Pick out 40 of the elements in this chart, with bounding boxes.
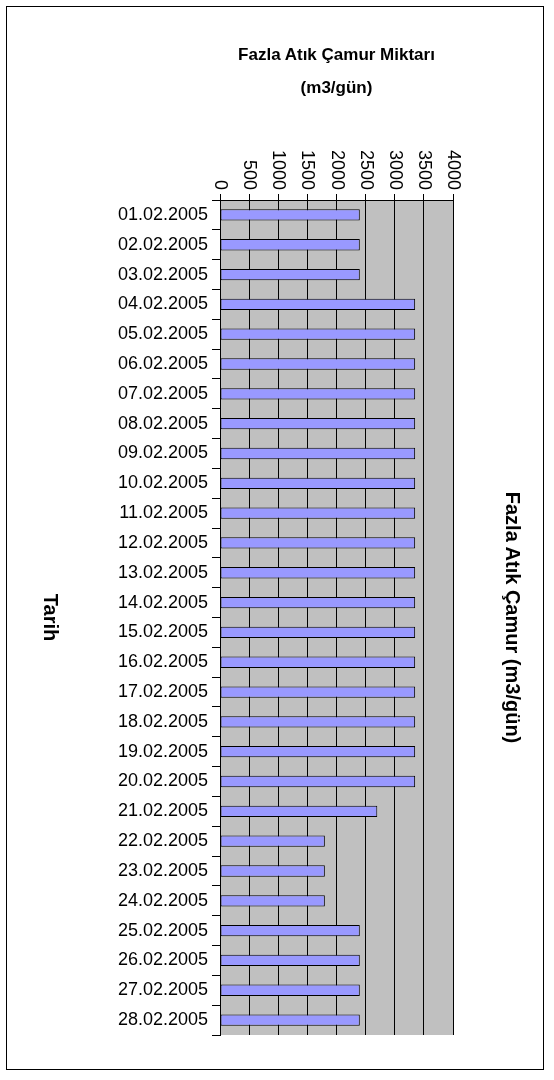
y-tick-label: 15.02.2005: [117, 621, 208, 642]
y-tick-label: 20.02.2005: [117, 770, 208, 791]
x-tick-label: 1500: [298, 149, 319, 190]
x-tick-label: 2500: [356, 149, 377, 190]
y2-axis-title: Fazla Atık Çamur (m3/gün): [502, 491, 525, 744]
x-tick-label: 2000: [327, 149, 348, 190]
y-tick-label: 25.02.2005: [117, 919, 208, 940]
y-tick-label: 22.02.2005: [117, 830, 208, 851]
x-tick-label: 1000: [269, 149, 290, 190]
y-tick-label: 01.02.2005: [117, 203, 208, 224]
y-tick-label: 28.02.2005: [117, 1009, 208, 1030]
y-tick-label: 16.02.2005: [117, 651, 208, 672]
y-tick-label: 23.02.2005: [117, 859, 208, 880]
y-tick-label: 21.02.2005: [117, 800, 208, 821]
y-tick-label: 12.02.2005: [117, 531, 208, 552]
y-tick-label: 26.02.2005: [117, 949, 208, 970]
y-tick-label: 07.02.2005: [117, 382, 208, 403]
x-tick-label: 500: [240, 159, 261, 190]
y-axis-title: Tarih: [40, 593, 63, 642]
y-tick-label: 08.02.2005: [117, 412, 208, 433]
y-tick-label: 11.02.2005: [119, 502, 208, 523]
y-tick-label: 03.02.2005: [117, 263, 208, 284]
y-tick-label: 09.02.2005: [117, 442, 208, 463]
y-tick-label: 06.02.2005: [117, 352, 208, 373]
x-tick-label: 4000: [444, 149, 465, 190]
y-tick-label: 13.02.2005: [117, 561, 208, 582]
y-tick-label: 17.02.2005: [117, 681, 208, 702]
x-tick-label: 0: [211, 179, 232, 190]
chart-title: Fazla Atık Çamur Miktarı (m3/gün): [238, 44, 435, 97]
y-tick-label: 19.02.2005: [117, 740, 208, 761]
y-tick-label: 14.02.2005: [117, 591, 208, 612]
x-tick-label: 3000: [385, 149, 406, 190]
y-tick-label: 10.02.2005: [117, 472, 208, 493]
y-tick-label: 24.02.2005: [117, 889, 208, 910]
x-tick-label: 3500: [414, 149, 435, 190]
y-tick-label: 04.02.2005: [117, 293, 208, 314]
y-tick-label: 02.02.2005: [117, 233, 208, 254]
y-tick-label: 05.02.2005: [117, 323, 208, 344]
y-tick-label: 27.02.2005: [117, 979, 208, 1000]
y-tick-label: 18.02.2005: [117, 710, 208, 731]
